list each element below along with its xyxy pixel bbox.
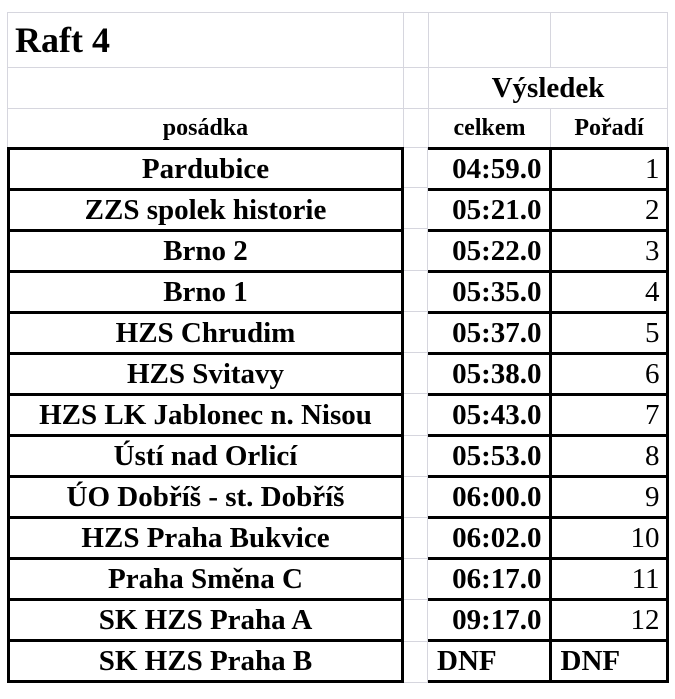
result-row: 05:53.0 8 xyxy=(428,434,669,478)
crew-row: Brno 2 xyxy=(7,229,404,273)
empty-cell[interactable] xyxy=(404,109,429,148)
spacer-cell[interactable] xyxy=(404,642,427,683)
result-row: 05:35.0 4 xyxy=(428,270,669,314)
results-table-body: 04:59.0 1 05:21.0 2 05:22.0 3 05:35.0 4 05:37.0 5… xyxy=(428,147,669,683)
spacer-cell[interactable] xyxy=(404,312,427,354)
total-time-cell[interactable]: 09:17.0 xyxy=(428,598,552,642)
spacer-strip xyxy=(404,147,428,683)
result-row: 06:00.0 9 xyxy=(428,475,669,519)
empty-cell[interactable] xyxy=(404,68,429,109)
total-column-header[interactable]: celkem xyxy=(429,109,551,148)
crew-row: ÚO Dobříš - st. Dobříš xyxy=(7,475,404,519)
crew-row: HZS LK Jablonec n. Nisou xyxy=(7,393,404,437)
crew-name-cell[interactable]: Praha Směna C xyxy=(7,557,404,601)
result-row: DNF DNF xyxy=(428,639,669,683)
rank-cell[interactable]: 12 xyxy=(548,598,669,642)
total-time-cell[interactable]: 06:17.0 xyxy=(428,557,552,601)
result-row: 09:17.0 12 xyxy=(428,598,669,642)
rank-cell[interactable]: 8 xyxy=(548,434,669,478)
rank-cell[interactable]: 11 xyxy=(548,557,669,601)
total-time-cell[interactable]: 05:53.0 xyxy=(428,434,552,478)
sheet-title-cell[interactable]: Raft 4 xyxy=(8,13,404,68)
crew-row: Brno 1 xyxy=(7,270,404,314)
rank-column-header[interactable]: Pořadí xyxy=(551,109,668,148)
result-row: 05:38.0 6 xyxy=(428,352,669,396)
crew-name-cell[interactable]: HZS Praha Bukvice xyxy=(7,516,404,560)
total-time-cell[interactable]: 05:43.0 xyxy=(428,393,552,437)
crew-row: ZZS spolek historie xyxy=(7,188,404,232)
spacer-cell[interactable] xyxy=(404,147,427,189)
total-time-cell[interactable]: 04:59.0 xyxy=(428,147,552,191)
crew-row: HZS Praha Bukvice xyxy=(7,516,404,560)
crew-name-cell[interactable]: HZS LK Jablonec n. Nisou xyxy=(7,393,404,437)
header-grid: Raft 4 Výsledek posádka celkem Pořadí xyxy=(7,12,668,148)
crew-row: HZS Svitavy xyxy=(7,352,404,396)
crew-row: SK HZS Praha A xyxy=(7,598,404,642)
spacer-cell[interactable] xyxy=(404,436,427,477)
crew-row: HZS Chrudim xyxy=(7,311,404,355)
crew-name-cell[interactable]: HZS Chrudim xyxy=(7,311,404,355)
sheet-title: Raft 4 xyxy=(15,20,110,60)
rank-cell[interactable]: 7 xyxy=(548,393,669,437)
spacer-cell[interactable] xyxy=(404,600,427,642)
spacer-cell[interactable] xyxy=(404,271,427,312)
crew-row: Ústí nad Orlicí xyxy=(7,434,404,478)
total-time-cell[interactable]: 06:00.0 xyxy=(428,475,552,519)
results-table: 04:59.0 1 05:21.0 2 05:22.0 3 05:35.0 4 05:37.0 5… xyxy=(428,147,669,683)
crew-name-cell[interactable]: Pardubice xyxy=(7,147,404,191)
result-row: 06:02.0 10 xyxy=(428,516,669,560)
spacer-cell[interactable] xyxy=(404,229,427,271)
rank-cell[interactable]: DNF xyxy=(548,639,669,683)
total-time-cell[interactable]: 05:22.0 xyxy=(428,229,552,273)
crew-name-cell[interactable]: SK HZS Praha A xyxy=(7,598,404,642)
crew-name-cell[interactable]: ÚO Dobříš - st. Dobříš xyxy=(7,475,404,519)
total-time-cell[interactable]: 05:21.0 xyxy=(428,188,552,232)
spacer-cell[interactable] xyxy=(404,188,427,230)
crew-name-cell[interactable]: SK HZS Praha B xyxy=(7,639,404,683)
rank-cell[interactable]: 9 xyxy=(548,475,669,519)
empty-cell[interactable] xyxy=(8,68,404,109)
result-row: 05:43.0 7 xyxy=(428,393,669,437)
total-time-cell[interactable]: 05:38.0 xyxy=(428,352,552,396)
spacer-cell[interactable] xyxy=(404,353,427,395)
total-time-cell[interactable]: 06:02.0 xyxy=(428,516,552,560)
total-time-cell[interactable]: 05:37.0 xyxy=(428,311,552,355)
spacer-cell[interactable] xyxy=(404,559,427,601)
total-time-cell[interactable]: 05:35.0 xyxy=(428,270,552,314)
rank-cell[interactable]: 4 xyxy=(548,270,669,314)
crew-row: Pardubice xyxy=(7,147,404,191)
empty-cell[interactable] xyxy=(404,13,429,68)
crew-row: SK HZS Praha B xyxy=(7,639,404,683)
results-header-cell[interactable]: Výsledek xyxy=(429,68,668,109)
crew-table-body: Pardubice ZZS spolek historie Brno 2 Brno 1… xyxy=(7,147,404,683)
rank-cell[interactable]: 3 xyxy=(548,229,669,273)
crew-column-header[interactable]: posádka xyxy=(8,109,404,148)
spacer-cell[interactable] xyxy=(404,518,427,560)
crew-row: Praha Směna C xyxy=(7,557,404,601)
crew-name-cell[interactable]: ZZS spolek historie xyxy=(7,188,404,232)
rank-cell[interactable]: 2 xyxy=(548,188,669,232)
result-row: 06:17.0 11 xyxy=(428,557,669,601)
empty-cell[interactable] xyxy=(429,13,551,68)
result-row: 05:37.0 5 xyxy=(428,311,669,355)
spacer-cell[interactable] xyxy=(404,477,427,518)
total-time-cell[interactable]: DNF xyxy=(428,639,552,683)
results-header-label: Výsledek xyxy=(491,71,605,104)
result-row: 04:59.0 1 xyxy=(428,147,669,191)
empty-cell[interactable] xyxy=(551,13,668,68)
rank-cell[interactable]: 5 xyxy=(548,311,669,355)
spacer-cell[interactable] xyxy=(404,394,427,436)
crew-table: Pardubice ZZS spolek historie Brno 2 Brno 1… xyxy=(7,147,404,683)
result-row: 05:21.0 2 xyxy=(428,188,669,232)
crew-name-cell[interactable]: HZS Svitavy xyxy=(7,352,404,396)
rank-cell[interactable]: 1 xyxy=(548,147,669,191)
crew-name-cell[interactable]: Ústí nad Orlicí xyxy=(7,434,404,478)
crew-name-cell[interactable]: Brno 2 xyxy=(7,229,404,273)
result-row: 05:22.0 3 xyxy=(428,229,669,273)
rank-cell[interactable]: 10 xyxy=(548,516,669,560)
crew-name-cell[interactable]: Brno 1 xyxy=(7,270,404,314)
rank-cell[interactable]: 6 xyxy=(548,352,669,396)
